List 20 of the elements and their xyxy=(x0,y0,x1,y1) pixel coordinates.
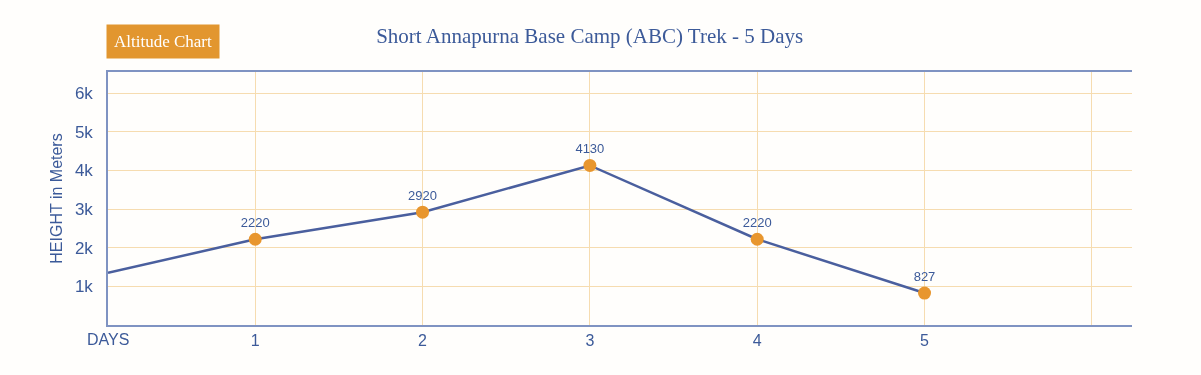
y-axis-title: HEIGHT in Meters xyxy=(48,133,66,264)
x-tick-label: 4 xyxy=(752,331,762,349)
x-tick-label: 5 xyxy=(920,331,930,349)
x-tick-label: 1 xyxy=(250,331,260,349)
chart-title: Short Annapurna Base Camp (ABC) Trek - 5 Days xyxy=(376,23,804,48)
data-label: 2920 xyxy=(408,187,438,203)
data-label: 827 xyxy=(913,268,936,284)
y-tick-label: 1k xyxy=(74,277,94,297)
data-label: 2220 xyxy=(742,214,772,230)
x-tick-label: 2 xyxy=(418,331,428,349)
y-tick-label: 5k xyxy=(74,122,94,142)
data-label: 4130 xyxy=(575,141,605,157)
y-tick-label: 6k xyxy=(74,84,94,104)
data-label: 2220 xyxy=(240,214,270,230)
x-tick-label: 3 xyxy=(585,331,595,349)
y-tick-label: 3k xyxy=(74,200,94,220)
x-axis-title: DAYS xyxy=(87,331,130,348)
y-tick-label: 2k xyxy=(74,238,94,258)
chart-subtitle: Altitude Chart xyxy=(114,32,213,51)
y-tick-label: 4k xyxy=(74,161,94,181)
